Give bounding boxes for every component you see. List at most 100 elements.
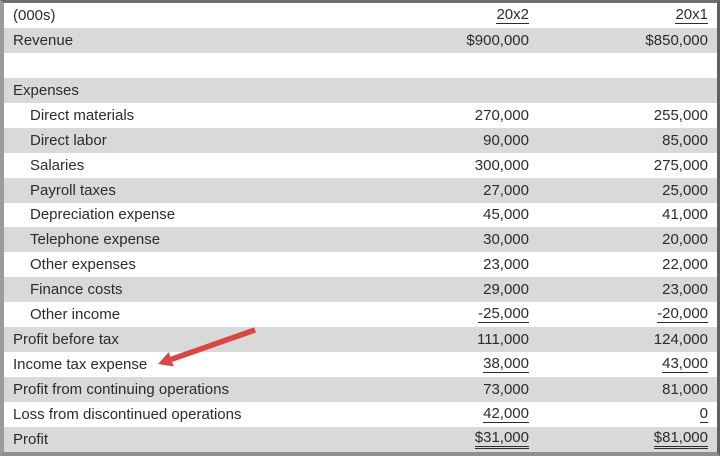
amount-text: 275,000 [653, 156, 708, 174]
row-label: Revenue [13, 32, 74, 48]
table-row-telephone-expense: Telephone expense 30,000 20,000 [4, 227, 717, 253]
row-label: Payroll taxes [30, 182, 116, 198]
amount-text: $31,000 [474, 430, 529, 449]
amount-text: $850,000 [645, 31, 708, 49]
income-statement-table: (000s) 20x2 20x1 Revenue $900,000 $850,000… [4, 3, 717, 452]
column-header-cell-20x1: 20x1 [529, 7, 717, 24]
row-label: Direct labor [30, 132, 107, 148]
value-20x1: 275,000 [529, 158, 717, 173]
column-header-20x1: 20x1 [675, 5, 708, 24]
value-20x1: 43,000 [529, 355, 717, 374]
table-row-payroll-taxes: Payroll taxes 27,000 25,000 [4, 177, 717, 203]
value-20x1: 22,000 [529, 257, 717, 272]
value-20x2: 27,000 [349, 183, 529, 198]
row-label: Income tax expense [13, 357, 148, 373]
value-20x2: 30,000 [349, 232, 529, 247]
value-20x2: 23,000 [349, 257, 529, 272]
value-20x1: 20,000 [529, 232, 717, 247]
table-row-income-tax-expense: Income tax expense 38,000 43,000 [4, 352, 717, 377]
value-20x2: 73,000 [349, 382, 529, 397]
value-20x1: 81,000 [529, 382, 717, 397]
value-20x1: 41,000 [529, 207, 717, 222]
row-label: Profit from continuing operations [13, 382, 229, 398]
value-20x2: 29,000 [349, 282, 529, 297]
amount-text: $900,000 [466, 31, 529, 49]
amount-text: 23,000 [662, 281, 708, 299]
table-row-salaries: Salaries 300,000 275,000 [4, 153, 717, 178]
amount-text: 42,000 [483, 404, 529, 423]
amount-text: $81,000 [653, 430, 708, 449]
table-row-direct-materials: Direct materials 270,000 255,000 [4, 103, 717, 128]
value-20x2: 111,000 [349, 332, 529, 347]
table-row-revenue: Revenue $900,000 $850,000 [4, 27, 717, 53]
row-label: Other expenses [30, 257, 136, 273]
value-20x2: $900,000 [349, 33, 529, 48]
table-row-profit-before-tax: Profit before tax 111,000 124,000 [4, 327, 717, 353]
amount-text: 27,000 [483, 181, 529, 199]
column-header-cell-20x2: 20x2 [349, 7, 529, 24]
row-label: Finance costs [30, 282, 123, 298]
table-row-expenses: Expenses [4, 77, 717, 103]
amount-text: 111,000 [477, 331, 529, 349]
row-label: Loss from discontinued operations [13, 406, 242, 422]
row-label: Direct materials [30, 107, 135, 123]
amount-text: 25,000 [662, 181, 708, 199]
amount-text: 73,000 [483, 381, 529, 399]
value-20x1: 124,000 [529, 332, 717, 347]
units-label: (000s) [13, 7, 56, 23]
row-label: Other income [30, 307, 121, 323]
table-row-profit: Profit $31,000 $81,000 [4, 426, 717, 452]
value-20x1: $81,000 [529, 430, 717, 449]
amount-text: 300,000 [474, 156, 529, 174]
amount-text: 20,000 [662, 231, 708, 249]
row-label: Telephone expense [30, 232, 161, 248]
table-row-other-expenses: Other expenses 23,000 22,000 [4, 252, 717, 277]
amount-text: 0 [699, 404, 708, 423]
value-20x2: -25,000 [349, 305, 529, 324]
value-20x2: 300,000 [349, 158, 529, 173]
amount-text: 85,000 [662, 131, 708, 149]
value-20x2: 42,000 [349, 406, 529, 423]
table-row-other-income: Other income -25,000 -20,000 [4, 302, 717, 327]
amount-text: 90,000 [483, 131, 529, 149]
value-20x1: 0 [529, 406, 717, 423]
value-20x1: 25,000 [529, 183, 717, 198]
table-row-finance-costs: Finance costs 29,000 23,000 [4, 277, 717, 303]
amount-text: 22,000 [662, 256, 708, 274]
amount-text: 270,000 [474, 106, 529, 124]
row-label: Salaries [30, 157, 85, 173]
row-label: Profit [13, 431, 49, 447]
row-label: Depreciation expense [30, 207, 176, 223]
value-20x1: $850,000 [529, 33, 717, 48]
amount-text: 124,000 [653, 331, 708, 349]
amount-text: 29,000 [483, 281, 529, 299]
amount-text: 255,000 [653, 106, 708, 124]
row-label: Profit before tax [13, 332, 119, 348]
value-20x2: 38,000 [349, 355, 529, 374]
table-row-direct-labor: Direct labor 90,000 85,000 [4, 127, 717, 153]
table-row-loss-from-discontinued-operations: Loss from discontinued operations 42,000 0 [4, 402, 717, 427]
value-20x1: 85,000 [529, 133, 717, 148]
amount-text: -20,000 [657, 305, 708, 324]
spacer-row [4, 53, 717, 78]
table-row-profit-from-continuing-operations: Profit from continuing operations 73,000 8… [4, 377, 717, 402]
value-20x1: 23,000 [529, 282, 717, 297]
value-20x2: 90,000 [349, 133, 529, 148]
amount-text: 81,000 [662, 381, 708, 399]
amount-text: 45,000 [483, 206, 529, 224]
table-row-depreciation-expense: Depreciation expense 45,000 41,000 [4, 203, 717, 228]
row-label: Expenses [13, 82, 79, 98]
value-20x2: 270,000 [349, 108, 529, 123]
amount-text: 43,000 [662, 355, 708, 374]
value-20x2: $31,000 [349, 430, 529, 449]
value-20x1: 255,000 [529, 108, 717, 123]
amount-text: 41,000 [662, 206, 708, 224]
amount-text: -25,000 [478, 305, 529, 324]
table-header-row: (000s) 20x2 20x1 [4, 3, 717, 28]
amount-text: 30,000 [483, 231, 529, 249]
value-20x1: -20,000 [529, 305, 717, 324]
amount-text: 38,000 [483, 355, 529, 374]
column-header-20x2: 20x2 [496, 5, 529, 24]
amount-text: 23,000 [483, 256, 529, 274]
